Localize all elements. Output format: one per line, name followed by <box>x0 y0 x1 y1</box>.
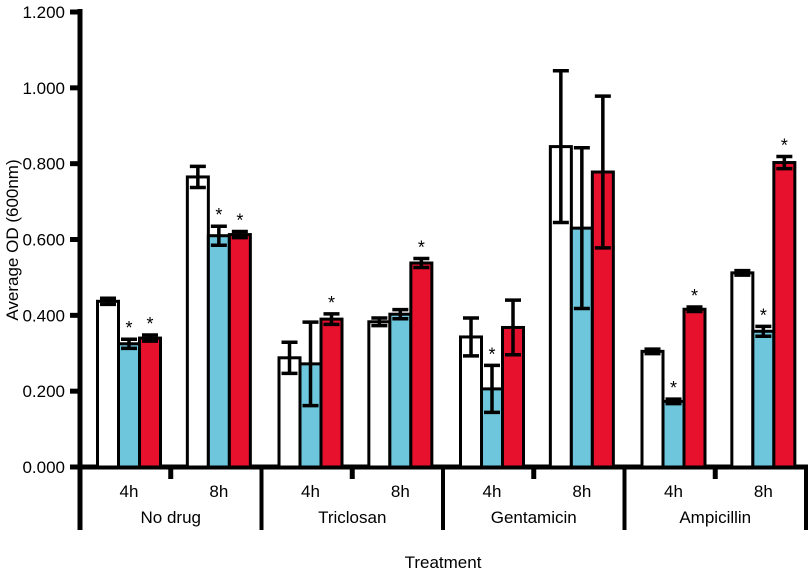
y-tick-label: 0.400 <box>22 306 65 325</box>
bar-white <box>185 175 210 469</box>
bar-red <box>682 307 707 469</box>
significance-asterisk: * <box>781 135 788 155</box>
y-tick-label: 0.800 <box>22 155 65 174</box>
timepoint-label: 4h <box>120 482 139 501</box>
significance-asterisk: * <box>328 293 335 313</box>
bar-white <box>367 320 392 469</box>
significance-asterisk: * <box>146 314 153 334</box>
group-label: Gentamicin <box>491 508 577 527</box>
y-tick-label: 1.200 <box>22 3 65 22</box>
group-label: No drug <box>141 508 201 527</box>
significance-asterisk: * <box>670 378 677 398</box>
y-tick-label: 0.200 <box>22 382 65 401</box>
group-label: Ampicillin <box>679 508 751 527</box>
bar-red <box>138 336 163 469</box>
timepoint-label: 8h <box>209 482 228 501</box>
bar-blue <box>661 399 686 469</box>
timepoint-label: 4h <box>664 482 683 501</box>
timepoint-label: 8h <box>572 482 591 501</box>
bar-white <box>640 349 665 469</box>
bar-red <box>319 317 344 469</box>
significance-asterisk: * <box>760 305 767 325</box>
timepoint-label: 4h <box>301 482 320 501</box>
significance-asterisk: * <box>418 237 425 257</box>
y-tick-label: 0.000 <box>22 458 65 477</box>
bar-red <box>227 233 252 469</box>
significance-asterisk: * <box>125 318 132 338</box>
timepoint-label: 4h <box>483 482 502 501</box>
timepoint-label: 8h <box>754 482 773 501</box>
bar-white <box>96 299 121 469</box>
timepoint-label: 8h <box>391 482 410 501</box>
bar-red <box>772 161 797 469</box>
y-tick-label: 1.000 <box>22 79 65 98</box>
bar-red <box>409 261 434 469</box>
significance-asterisk: * <box>488 344 495 364</box>
y-tick-label: 0.600 <box>22 231 65 250</box>
significance-asterisk: * <box>691 286 698 306</box>
significance-asterisk: * <box>236 211 243 231</box>
x-axis-title: Treatment <box>405 553 482 572</box>
bar-white <box>730 271 755 469</box>
significance-asterisk: * <box>215 205 222 225</box>
group-label: Triclosan <box>318 508 386 527</box>
bar-blue <box>206 234 231 469</box>
bar-blue <box>388 312 413 469</box>
bar-blue <box>117 342 142 469</box>
bar-blue <box>751 329 776 469</box>
y-axis-title: Average OD (600nm) <box>3 159 22 320</box>
